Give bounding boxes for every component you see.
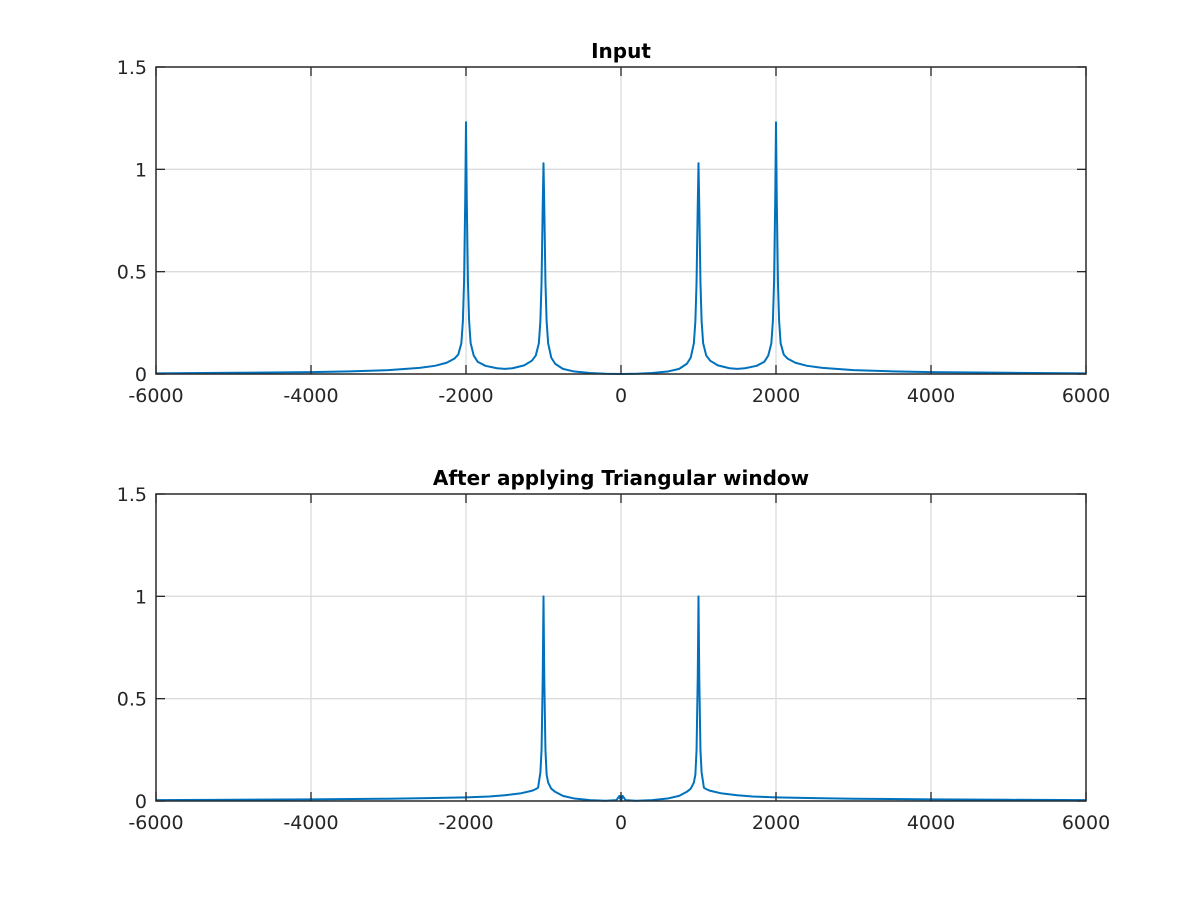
y-tick-label: 0.5 (117, 262, 147, 284)
x-tick-label: 2000 (752, 385, 800, 407)
y-tick-label: 1 (135, 159, 147, 181)
x-tick-label: -4000 (283, 812, 338, 834)
x-tick-label: -2000 (438, 812, 493, 834)
chart-title: Input (591, 39, 651, 63)
y-tick-label: 0 (135, 791, 147, 813)
x-tick-label: 4000 (907, 385, 955, 407)
x-tick-label: 0 (615, 385, 627, 407)
chart-title: After applying Triangular window (433, 466, 809, 490)
subplot-input: Input -6000 -4000 -2000 0 2000 4000 6000 0 0.5 1 1… (117, 39, 1110, 407)
y-tick-label: 0.5 (117, 689, 147, 711)
x-tick-label: -4000 (283, 385, 338, 407)
x-tick-label: -2000 (438, 385, 493, 407)
y-tick-label: 0 (135, 364, 147, 386)
x-tick-label: -6000 (128, 812, 183, 834)
x-tick-label: 6000 (1062, 385, 1110, 407)
x-tick-label: -6000 (128, 385, 183, 407)
x-tick-label: 2000 (752, 812, 800, 834)
x-tick-label: 0 (615, 812, 627, 834)
x-tick-label: 6000 (1062, 812, 1110, 834)
y-tick-label: 1.5 (117, 484, 147, 506)
x-tick-label: 4000 (907, 812, 955, 834)
subplot-triangular-window: After applying Triangular window -6000 -4… (117, 466, 1110, 834)
y-tick-label: 1 (135, 586, 147, 608)
y-tick-label: 1.5 (117, 57, 147, 79)
